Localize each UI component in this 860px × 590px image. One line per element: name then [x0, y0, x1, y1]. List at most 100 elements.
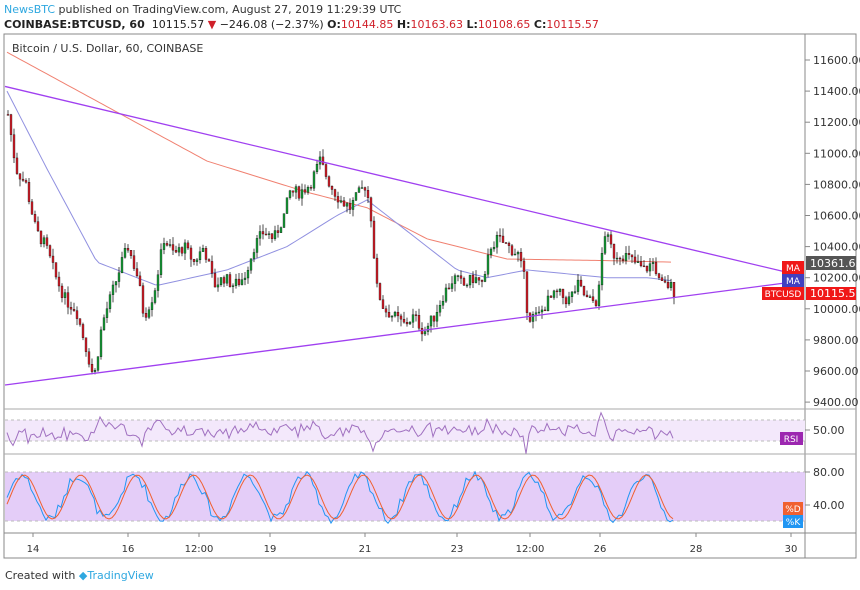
candle	[174, 250, 178, 253]
candle	[54, 262, 58, 278]
candle	[555, 290, 559, 293]
candle	[381, 299, 385, 309]
candle	[333, 189, 337, 197]
x-tick-label: 28	[690, 544, 703, 555]
y-tick-label: 11000.00	[813, 147, 860, 160]
candle	[579, 279, 583, 287]
candle	[270, 233, 274, 239]
candle	[327, 176, 331, 187]
stoch-k-label: %K	[786, 518, 802, 528]
candle	[273, 230, 277, 239]
candle	[225, 274, 229, 284]
candle	[426, 325, 430, 332]
x-tick-label: 12:00	[185, 544, 214, 555]
candle	[504, 242, 508, 244]
candle	[432, 315, 436, 322]
candle	[60, 285, 64, 298]
candle	[87, 351, 91, 365]
candle	[210, 261, 214, 274]
candle	[417, 315, 421, 329]
candle	[507, 242, 511, 246]
y-tick-label: 9800.00	[813, 334, 859, 347]
candle	[459, 275, 463, 279]
candle	[654, 262, 658, 274]
candle	[468, 274, 472, 286]
candle	[456, 275, 460, 277]
h-label: H:	[396, 18, 411, 31]
candle	[66, 292, 70, 308]
last-price-badge	[806, 256, 856, 270]
symbol-badge-label: BTCUSD	[765, 290, 802, 300]
candle	[471, 274, 475, 283]
price-badge-label: 10115.57	[810, 287, 860, 300]
last-price: 10115.57	[151, 18, 205, 31]
candle	[570, 291, 574, 297]
candle	[129, 250, 133, 256]
rsi-badge-label: RSI	[784, 435, 799, 445]
candle	[63, 292, 67, 298]
candle	[480, 280, 484, 282]
candle	[99, 329, 103, 357]
publish-text: published on TradingView.com, August 27,…	[58, 3, 402, 16]
candle	[429, 315, 433, 327]
candle	[276, 230, 280, 233]
ma-badge-label: MA	[786, 277, 801, 287]
tradingview-link[interactable]: TradingView	[87, 569, 154, 582]
candle	[651, 262, 655, 264]
candle	[519, 252, 523, 262]
candle	[6, 114, 10, 116]
price-chart[interactable]: Bitcoin / U.S. Dollar, 60, COINBASE 9400…	[0, 0, 860, 560]
candle	[150, 302, 154, 310]
chart-title: Bitcoin / U.S. Dollar, 60, COINBASE	[12, 42, 203, 55]
candle	[564, 297, 568, 305]
candle	[255, 238, 259, 253]
candle	[546, 295, 550, 312]
candle	[384, 308, 388, 313]
candle	[624, 253, 628, 261]
candle	[117, 272, 121, 282]
candle	[450, 283, 454, 289]
publisher-link[interactable]: NewsBTC	[4, 3, 56, 16]
last-price-label: 10361.65	[810, 257, 860, 270]
candle	[657, 273, 661, 278]
stoch-d-label: %D	[785, 505, 801, 515]
y-tick-label: 11600.00	[813, 54, 860, 67]
candle	[621, 258, 625, 261]
candle	[606, 234, 610, 237]
candle	[354, 192, 358, 201]
close: 10115.57	[546, 18, 599, 31]
candle	[567, 296, 571, 305]
candle	[177, 247, 181, 253]
ma-50-line	[6, 90, 672, 286]
y-tick-label: 11400.00	[813, 85, 860, 98]
candle	[75, 310, 79, 319]
candle	[120, 257, 124, 273]
candle	[84, 337, 88, 352]
candle	[48, 245, 52, 257]
candle	[666, 281, 670, 288]
x-tick-label: 26	[594, 544, 607, 555]
candle	[78, 318, 82, 325]
candle	[492, 247, 496, 250]
candle	[339, 200, 343, 203]
candle	[156, 274, 160, 291]
y-tick-label: 10000.00	[813, 303, 860, 316]
candle	[258, 231, 262, 239]
candle	[387, 311, 391, 318]
candle	[72, 309, 76, 311]
candle	[486, 254, 490, 275]
candle	[192, 259, 196, 262]
candle	[12, 134, 16, 159]
candle	[294, 186, 298, 193]
change: −246.08 (−2.37%)	[219, 18, 324, 31]
candle	[414, 314, 418, 316]
candle	[444, 287, 448, 302]
ma-badge	[782, 274, 804, 287]
candle	[435, 312, 439, 322]
candle	[186, 242, 190, 249]
candle	[234, 278, 238, 286]
candle	[513, 253, 517, 256]
candle	[375, 257, 379, 284]
candle	[30, 201, 34, 215]
candle	[309, 187, 313, 189]
